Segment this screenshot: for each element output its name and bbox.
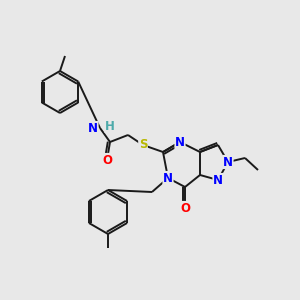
Text: N: N <box>88 122 98 134</box>
Text: N: N <box>175 136 185 148</box>
Text: N: N <box>213 173 223 187</box>
Text: O: O <box>102 154 112 166</box>
Text: S: S <box>139 139 147 152</box>
Text: H: H <box>105 119 115 133</box>
Text: N: N <box>223 155 233 169</box>
Text: N: N <box>163 172 173 184</box>
Text: O: O <box>180 202 190 214</box>
